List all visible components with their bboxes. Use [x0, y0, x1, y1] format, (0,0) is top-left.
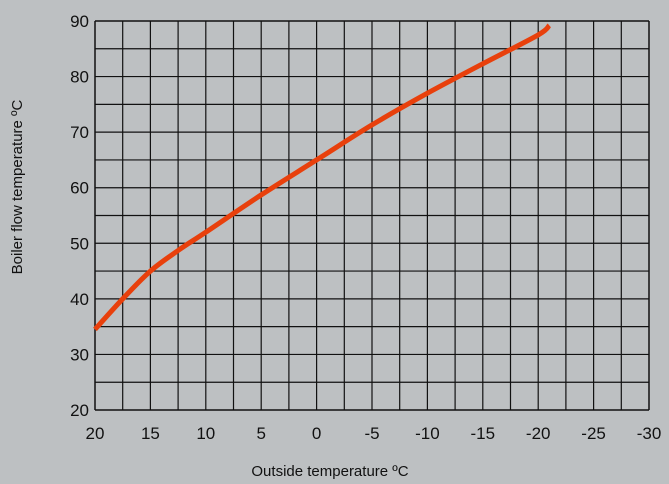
y-tick-label: 50: [70, 234, 89, 253]
x-tick-label: 5: [256, 424, 265, 443]
x-tick-label: 20: [86, 424, 105, 443]
y-tick-label: 30: [70, 345, 89, 364]
x-tick-labels: 20 15 10 5 0 -5 -10 -15 -20 -25 -30: [86, 424, 662, 443]
x-axis-label: Outside temperature ºC: [251, 463, 408, 480]
x-tick-label: -20: [526, 424, 551, 443]
x-tick-label: 0: [312, 424, 321, 443]
grid: [94, 20, 650, 411]
series-line: [93, 23, 552, 332]
x-tick-label: -10: [415, 424, 440, 443]
x-tick-label: 10: [196, 424, 215, 443]
x-tick-label: -5: [364, 424, 379, 443]
x-tick-label: -25: [581, 424, 606, 443]
y-tick-label: 60: [70, 179, 89, 198]
y-tick-labels: 90 80 70 60 50 40 30 20: [70, 12, 89, 420]
y-axis-label: Boiler flow temperature ºC: [9, 99, 26, 274]
series-layer: [93, 23, 552, 332]
y-tick-label: 90: [70, 12, 89, 31]
y-tick-label: 80: [70, 68, 89, 87]
x-tick-label: -30: [637, 424, 662, 443]
x-tick-label: -15: [471, 424, 496, 443]
y-tick-label: 70: [70, 123, 89, 142]
y-tick-label: 40: [70, 290, 89, 309]
y-tick-label: 20: [70, 401, 89, 420]
x-tick-label: 15: [141, 424, 160, 443]
